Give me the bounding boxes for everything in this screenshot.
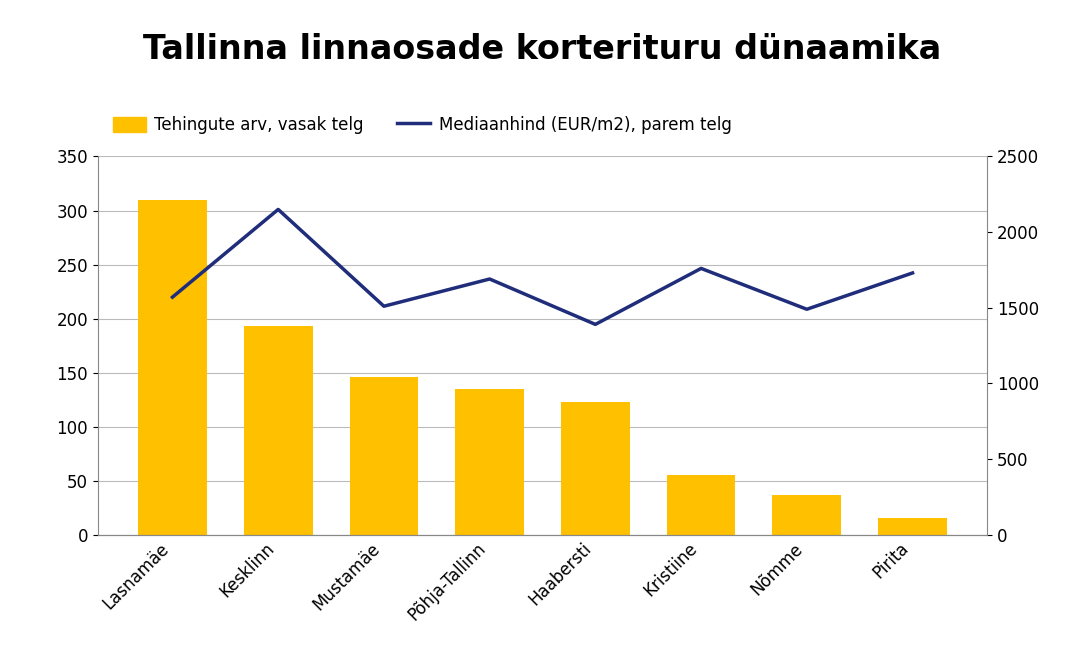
Bar [666, 475, 736, 535]
Legend: Tehingute arv, vasak telg, Mediaanhind (EUR/m2), parem telg: Tehingute arv, vasak telg, Mediaanhind (… [106, 110, 739, 141]
Bar [349, 377, 419, 535]
Bar [878, 518, 947, 535]
Bar [456, 389, 524, 535]
Text: Tallinna linnaosade korterituru dünaamika: Tallinna linnaosade korterituru dünaamik… [143, 33, 942, 66]
Bar [561, 402, 629, 535]
Bar [773, 495, 841, 535]
Bar [244, 326, 312, 535]
Bar [138, 200, 207, 535]
